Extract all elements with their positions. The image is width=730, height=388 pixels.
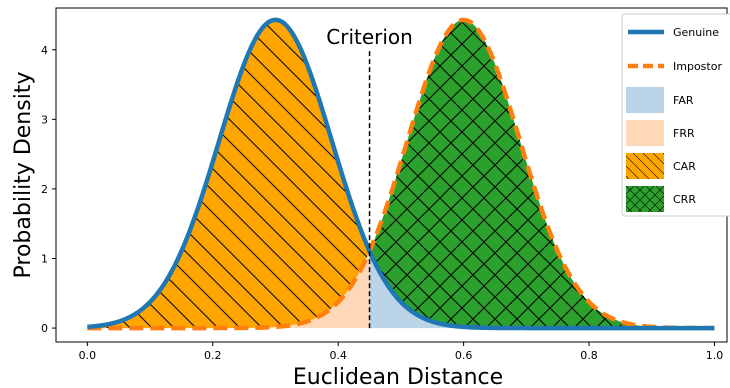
legend-box	[621, 13, 730, 217]
legend-label-crr: CRR	[673, 193, 696, 206]
legend-label-far: FAR	[673, 94, 694, 107]
x-tick-label: 0.0	[79, 349, 97, 362]
legend-label-impostor: Impostor	[673, 60, 722, 73]
legend-label-frr: FRR	[673, 127, 695, 140]
x-tick-label: 1.0	[706, 349, 724, 362]
genuine-curve	[87, 17, 715, 331]
legend-label-genuine: Genuine	[673, 26, 719, 39]
region-far	[369, 251, 715, 329]
legend-swatch-hatch-crr	[626, 186, 664, 212]
region-car-hatch	[87, 19, 370, 329]
x-tick-label: 0.8	[580, 349, 598, 362]
legend-label-car: CAR	[673, 160, 696, 173]
filled-regions	[87, 19, 715, 329]
region-crr-hatch	[369, 19, 715, 329]
x-axis-ticks: 0.0 0.2 0.4 0.6 0.8 1.0	[79, 342, 724, 362]
x-tick-label: 0.4	[329, 349, 347, 362]
y-tick-label: 3	[41, 113, 48, 126]
y-tick-label: 2	[41, 183, 48, 196]
legend-swatch-hatch-car	[626, 153, 664, 179]
criterion-label: Criterion	[326, 25, 413, 49]
density-curves	[87, 17, 715, 331]
x-tick-label: 0.2	[204, 349, 222, 362]
y-tick-label: 4	[41, 44, 48, 57]
impostor-curve	[87, 17, 715, 331]
y-axis-title: Probability Density	[11, 72, 36, 279]
x-axis-title: Euclidean Distance	[293, 365, 503, 388]
x-tick-label: 0.6	[455, 349, 473, 362]
y-axis-ticks: 0 1 2 3 4	[41, 44, 56, 335]
legend: Genuine Impostor FAR FRR CAR CRR	[621, 13, 730, 217]
criterion-threshold: Criterion	[326, 25, 413, 329]
y-tick-label: 1	[41, 253, 48, 266]
y-tick-label: 0	[41, 322, 48, 335]
legend-swatch-frr	[626, 120, 664, 146]
region-frr	[87, 251, 370, 329]
legend-swatch-far	[626, 87, 664, 113]
